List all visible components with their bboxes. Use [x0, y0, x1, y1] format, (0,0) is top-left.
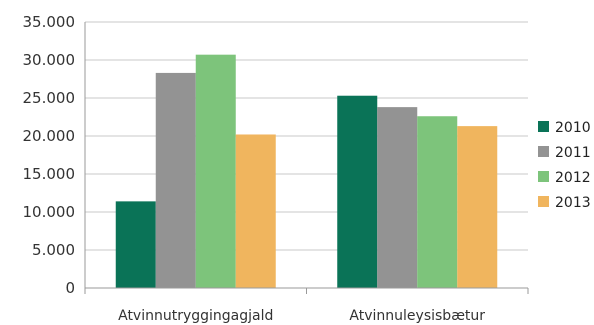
legend-label: 2013: [555, 195, 591, 211]
legend-label: 2010: [555, 120, 591, 136]
bar-2013-1: [457, 126, 498, 289]
legend-swatch: [538, 121, 549, 132]
y-tick-label: 15.000: [23, 165, 76, 183]
axes: [84, 22, 529, 294]
y-tick-label: 30.000: [23, 51, 76, 69]
legend-swatch: [538, 196, 549, 207]
legend: 2010 2011 2012 2013: [538, 120, 591, 211]
bar-2010-0: [115, 201, 156, 288]
x-axis-labels: Atvinnutryggingagjald Atvinnuleysisbætur: [118, 308, 485, 324]
bars: [115, 54, 498, 289]
y-tick-label: 0: [65, 279, 75, 297]
legend-label: 2011: [555, 145, 591, 161]
legend-label: 2012: [555, 170, 591, 186]
legend-swatch: [538, 171, 549, 182]
x-category-label: Atvinnutryggingagjald: [118, 308, 273, 324]
bar-2012-1: [417, 116, 458, 289]
bar-2013-0: [235, 134, 276, 288]
y-tick-label: 5.000: [32, 241, 75, 259]
bar-2011-0: [155, 72, 196, 288]
bar-2012-0: [195, 54, 236, 289]
bar-2011-1: [377, 107, 418, 289]
legend-swatch: [538, 146, 549, 157]
y-tick-label: 25.000: [23, 89, 76, 107]
x-category-label: Atvinnuleysisbætur: [349, 308, 485, 324]
y-tick-label: 20.000: [23, 127, 76, 145]
bar-2010-1: [337, 95, 378, 288]
y-tick-label: 35.000: [23, 13, 76, 31]
y-axis-ticks: 0 5.000 10.000 15.000 20.000 25.000 30.000 35.0…: [23, 13, 76, 297]
y-tick-label: 10.000: [23, 203, 76, 221]
